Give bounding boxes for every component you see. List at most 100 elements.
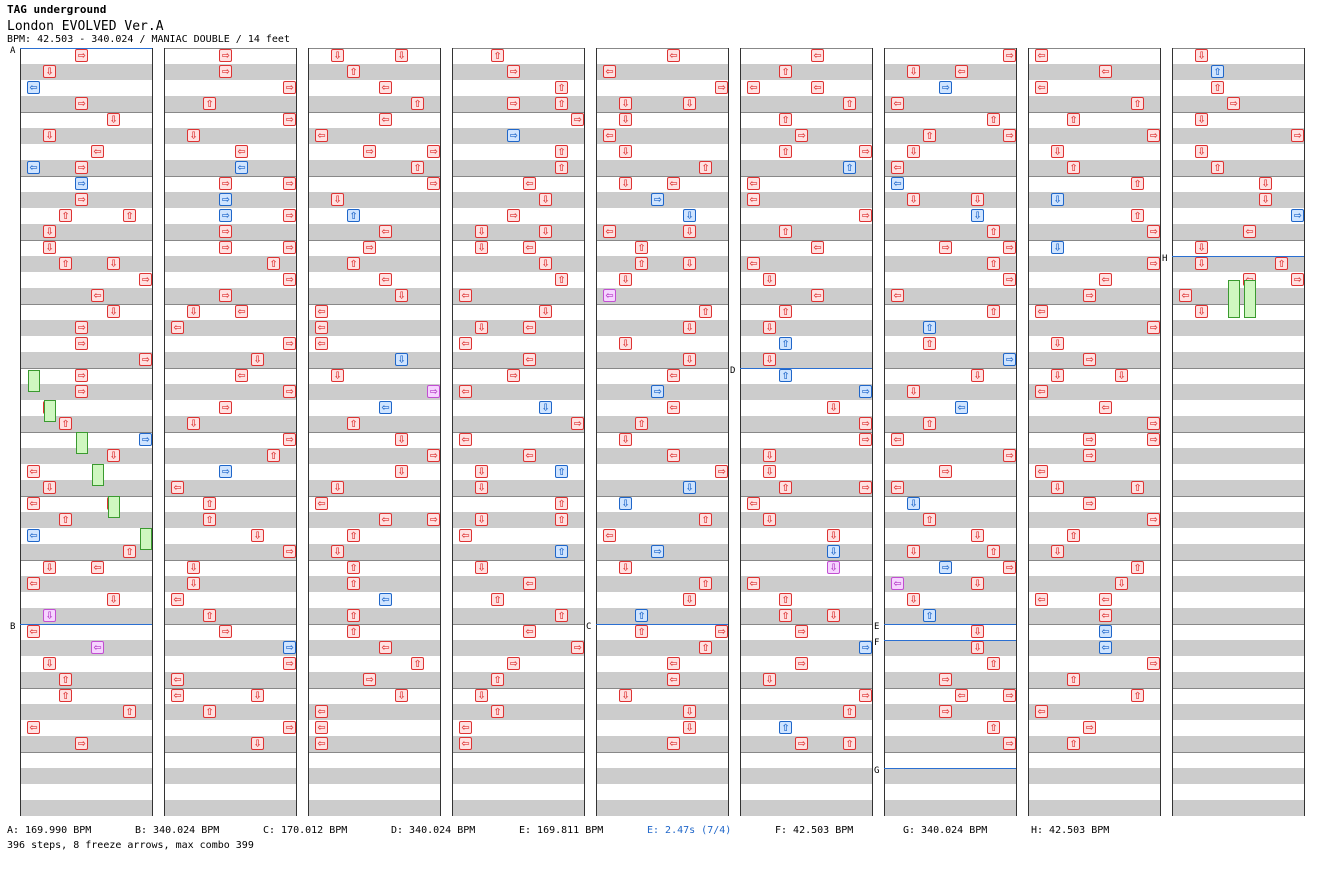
measure-line (597, 688, 728, 689)
right-arrow-icon: ⇨ (283, 241, 296, 254)
left-arrow-icon: ⇦ (667, 369, 680, 382)
right-arrow-icon: ⇨ (795, 625, 808, 638)
legend-item: B: 340.024 BPM (135, 825, 220, 836)
down-arrow-icon: ⇩ (971, 577, 984, 590)
down-arrow-icon: ⇩ (43, 481, 56, 494)
left-arrow-icon: ⇦ (1099, 593, 1112, 606)
left-arrow-icon: ⇦ (27, 529, 40, 542)
right-arrow-icon: ⇨ (283, 209, 296, 222)
left-arrow-icon: ⇦ (523, 577, 536, 590)
down-arrow-icon: ⇩ (683, 257, 696, 270)
left-arrow-icon: ⇦ (235, 369, 248, 382)
right-arrow-icon: ⇨ (507, 129, 520, 142)
left-arrow-icon: ⇦ (891, 577, 904, 590)
right-arrow-icon: ⇨ (1147, 321, 1160, 334)
left-arrow-icon: ⇦ (315, 497, 328, 510)
artist-name: TAG underground (7, 3, 107, 16)
down-arrow-icon: ⇩ (971, 529, 984, 542)
measure-line (1173, 752, 1304, 753)
up-arrow-icon: ⇧ (779, 65, 792, 78)
measure-line (21, 688, 152, 689)
left-arrow-icon: ⇦ (1035, 705, 1048, 718)
right-arrow-icon: ⇨ (283, 545, 296, 558)
right-arrow-icon: ⇨ (715, 465, 728, 478)
up-arrow-icon: ⇧ (699, 305, 712, 318)
measure-line (165, 240, 296, 241)
down-arrow-icon: ⇩ (619, 97, 632, 110)
down-arrow-icon: ⇩ (475, 241, 488, 254)
right-arrow-icon: ⇨ (1147, 129, 1160, 142)
right-arrow-icon: ⇨ (283, 273, 296, 286)
down-arrow-icon: ⇩ (1051, 241, 1064, 254)
right-arrow-icon: ⇨ (1003, 49, 1016, 62)
down-arrow-icon: ⇩ (395, 353, 408, 366)
up-arrow-icon: ⇧ (203, 609, 216, 622)
up-arrow-icon: ⇧ (1275, 257, 1288, 270)
down-arrow-icon: ⇩ (619, 145, 632, 158)
up-arrow-icon: ⇧ (491, 673, 504, 686)
measure-line (597, 48, 728, 49)
down-arrow-icon: ⇩ (763, 321, 776, 334)
right-arrow-icon: ⇨ (1003, 737, 1016, 750)
left-arrow-icon: ⇦ (747, 257, 760, 270)
down-arrow-icon: ⇩ (539, 401, 552, 414)
up-arrow-icon: ⇧ (347, 65, 360, 78)
down-arrow-icon: ⇩ (971, 369, 984, 382)
chart-column: ⇨ ⇨ ⇨ ⇧ ⇨ ⇩ ⇦ ⇦ ⇨ ⇨ ⇨ ⇨ ⇨ ⇨ ⇨ ⇨ ⇧ ⇨ ⇨ ⇦ ⇩ ⇦ ⇨ ⇩ ⇦ ⇨ ⇨ ⇩ ⇨ ⇧ ⇨ ⇦ ⇧ ⇧ ⇩ ⇨ ⇩ ⇩ ⇦ ⇧… (164, 48, 297, 816)
right-arrow-icon: ⇨ (219, 177, 232, 190)
right-arrow-icon: ⇨ (219, 625, 232, 638)
up-arrow-icon: ⇧ (1131, 177, 1144, 190)
up-arrow-icon: ⇧ (123, 545, 136, 558)
chart-column: ⇦ ⇧ ⇦ ⇦ ⇧ ⇧ ⇨ ⇨ ⇧ ⇧ ⇦ ⇦ ⇨ ⇧ ⇦ ⇦ ⇩ ⇦ ⇧ ⇩ ⇧ ⇩ ⇧ ⇨ ⇩ ⇨ ⇨ ⇩ ⇩ ⇧ ⇨ ⇦ ⇩ ⇩ ⇩ ⇩ ⇦ ⇧ ⇩ ⇧… (740, 48, 873, 816)
down-arrow-icon: ⇩ (763, 513, 776, 526)
down-arrow-icon: ⇩ (539, 193, 552, 206)
right-arrow-icon: ⇨ (363, 241, 376, 254)
measure-line (741, 240, 872, 241)
up-arrow-icon: ⇧ (1067, 113, 1080, 126)
right-arrow-icon: ⇨ (651, 193, 664, 206)
left-arrow-icon: ⇦ (747, 497, 760, 510)
left-arrow-icon: ⇦ (235, 161, 248, 174)
down-arrow-icon: ⇩ (971, 209, 984, 222)
right-arrow-icon: ⇨ (1291, 209, 1304, 222)
down-arrow-icon: ⇩ (1195, 145, 1208, 158)
down-arrow-icon: ⇩ (395, 689, 408, 702)
measure-line (597, 752, 728, 753)
left-arrow-icon: ⇦ (379, 225, 392, 238)
right-arrow-icon: ⇨ (219, 225, 232, 238)
up-arrow-icon: ⇧ (779, 369, 792, 382)
measure-line (453, 624, 584, 625)
up-arrow-icon: ⇧ (203, 97, 216, 110)
up-arrow-icon: ⇧ (987, 721, 1000, 734)
down-arrow-icon: ⇩ (1195, 49, 1208, 62)
right-arrow-icon: ⇨ (939, 241, 952, 254)
down-arrow-icon: ⇩ (43, 129, 56, 142)
right-arrow-icon: ⇨ (571, 417, 584, 430)
bpm-change-marker: D (730, 366, 736, 376)
down-arrow-icon: ⇩ (331, 49, 344, 62)
right-arrow-icon: ⇨ (507, 657, 520, 670)
right-arrow-icon: ⇨ (571, 641, 584, 654)
song-title: London EVOLVED Ver.A (7, 19, 164, 34)
down-arrow-icon: ⇩ (763, 673, 776, 686)
right-arrow-icon: ⇨ (507, 369, 520, 382)
down-arrow-icon: ⇩ (331, 481, 344, 494)
down-arrow-icon: ⇩ (475, 561, 488, 574)
left-arrow-icon: ⇦ (891, 481, 904, 494)
up-arrow-icon: ⇧ (635, 241, 648, 254)
measure-line (453, 304, 584, 305)
right-arrow-icon: ⇨ (1083, 433, 1096, 446)
right-arrow-icon: ⇨ (219, 65, 232, 78)
down-arrow-icon: ⇩ (475, 321, 488, 334)
up-arrow-icon: ⇧ (779, 721, 792, 734)
down-arrow-icon: ⇩ (763, 273, 776, 286)
left-arrow-icon: ⇦ (1035, 385, 1048, 398)
down-arrow-icon: ⇩ (907, 65, 920, 78)
down-arrow-icon: ⇩ (43, 657, 56, 670)
down-arrow-icon: ⇩ (43, 241, 56, 254)
left-arrow-icon: ⇦ (315, 705, 328, 718)
left-arrow-icon: ⇦ (91, 641, 104, 654)
up-arrow-icon: ⇧ (555, 497, 568, 510)
down-arrow-icon: ⇩ (43, 225, 56, 238)
up-arrow-icon: ⇧ (779, 337, 792, 350)
